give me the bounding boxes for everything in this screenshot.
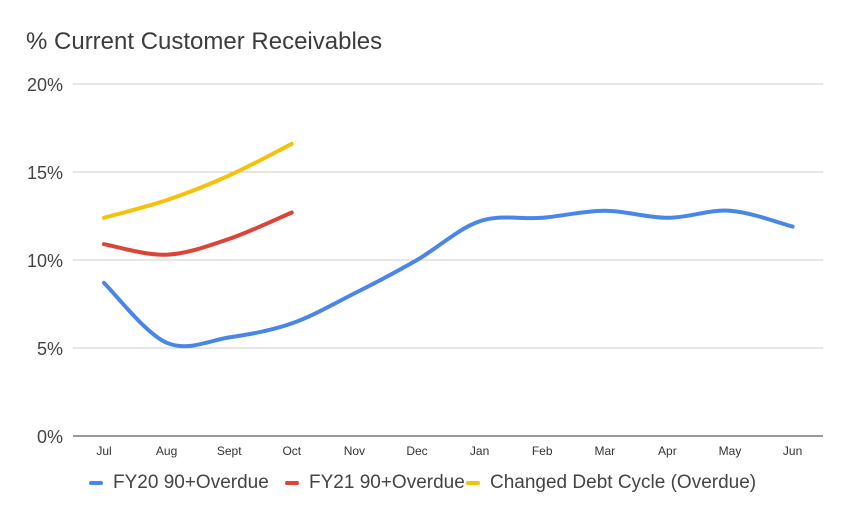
legend-label-changed-debt-cycle: Changed Debt Cycle (Overdue): [490, 472, 757, 493]
x-axis: Jul Aug Sept Oct Nov Dec Jan Feb Mar Apr May Jun: [96, 444, 802, 458]
x-tick-label: Oct: [282, 444, 301, 458]
x-tick-label: Jan: [470, 444, 489, 458]
chart-title: % Current Customer Receivables: [26, 28, 383, 55]
y-tick-label: 5%: [37, 339, 63, 359]
legend: FY20 90+Overdue FY21 90+Overdue Changed …: [0, 472, 850, 504]
legend-item-fy20[interactable]: FY20 90+Overdue: [89, 472, 269, 494]
x-tick-label: Dec: [406, 444, 427, 458]
gridlines: [73, 83, 823, 437]
x-tick-label: Aug: [156, 444, 177, 458]
legend-item-changed-debt-cycle[interactable]: Changed Debt Cycle (Overdue): [466, 472, 756, 494]
x-tick-label: Apr: [658, 444, 677, 458]
series-line-fy20[interactable]: [102, 208, 795, 349]
series-lines: [102, 141, 795, 349]
x-tick-label: Nov: [344, 444, 365, 458]
x-tick-label: Sept: [217, 444, 242, 458]
legend-label-fy21: FY21 90+Overdue: [309, 472, 465, 493]
y-tick-label: 15%: [27, 163, 63, 183]
series-line-changed-debt-cycle[interactable]: [102, 141, 294, 220]
x-tick-label: Mar: [594, 444, 615, 458]
series-line-fy21[interactable]: [102, 210, 294, 257]
y-axis: 0% 5% 10% 15% 20%: [27, 75, 63, 447]
legend-swatch-fy21: [285, 481, 299, 485]
legend-swatch-fy20: [89, 481, 103, 485]
y-tick-label: 20%: [27, 75, 63, 95]
legend-label-fy20: FY20 90+Overdue: [113, 472, 269, 493]
legend-swatch-changed-debt-cycle: [466, 481, 480, 485]
legend-item-fy21[interactable]: FY21 90+Overdue: [285, 472, 465, 494]
y-tick-label: 10%: [27, 251, 63, 271]
x-tick-label: Feb: [532, 444, 553, 458]
x-tick-label: Jun: [783, 444, 802, 458]
x-tick-label: Jul: [96, 444, 111, 458]
y-tick-label: 0%: [37, 427, 63, 447]
x-tick-label: May: [719, 444, 742, 458]
